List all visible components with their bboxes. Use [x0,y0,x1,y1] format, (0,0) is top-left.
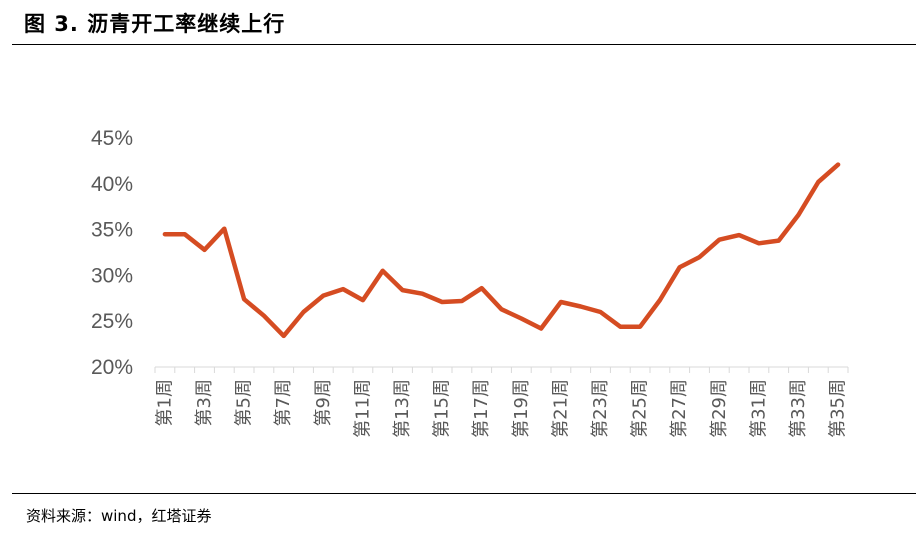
top-rule [12,44,916,45]
y-axis-tick-labels: 20% 25% 30% 35% 40% 45% [91,127,133,379]
x-tick-label: 第11周 [352,379,373,438]
x-tick-label: 第27周 [669,379,690,438]
y-tick-label: 40% [91,173,133,196]
x-tick-label: 第15周 [432,379,453,438]
y-tick-label: 35% [91,219,133,242]
y-tick-label: 20% [91,356,133,379]
x-axis-tick-marks [154,367,849,373]
x-tick-label: 第17周 [471,379,492,438]
source-note: 资料来源：wind，红塔证券 [26,507,212,525]
line-chart: 20%25%30%35%40%45% 第1周 第3周 第5周 第7周 第9周 第11周 第1… [91,127,849,438]
x-tick-label: 第1周 [154,379,175,426]
figure-title: 图 3. 沥青开工率继续上行 [24,12,286,36]
y-tick-label: 45% [91,127,133,150]
x-tick-label: 第21周 [550,379,571,438]
x-tick-label: 第29周 [709,379,730,438]
y-tick-label: 25% [91,310,133,333]
x-tick-label: 第23周 [590,379,611,438]
x-tick-label: 第13周 [392,379,413,438]
x-tick-label: 第9周 [313,379,334,426]
x-axis-tick-labels: 第1周 第3周 第5周 第7周 第9周 第11周 第13周 第15周 第17周 第19周 第21周第… [154,379,848,438]
x-tick-label: 第19周 [511,379,532,438]
x-tick-label: 第3周 [194,379,215,426]
bottom-rule [12,493,916,494]
y-tick-label: 30% [91,264,133,287]
x-tick-label: 第35周 [828,379,849,438]
x-tick-label: 第25周 [630,379,651,438]
series-line [162,162,841,339]
x-tick-label: 第33周 [788,379,809,438]
x-tick-label: 第31周 [748,379,769,438]
x-tick-label: 第7周 [273,379,294,426]
x-tick-label: 第5周 [234,379,255,426]
